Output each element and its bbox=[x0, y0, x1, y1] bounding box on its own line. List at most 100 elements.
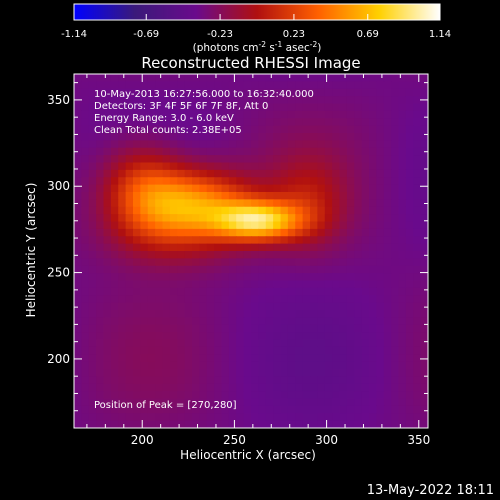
heatmap-pixel bbox=[324, 162, 333, 171]
heatmap-pixel bbox=[295, 369, 304, 377]
heatmap-pixel bbox=[332, 96, 341, 105]
heatmap-pixel bbox=[243, 376, 252, 385]
heatmap-pixel bbox=[273, 162, 282, 171]
heatmap-pixel bbox=[302, 369, 311, 377]
heatmap-pixel bbox=[96, 110, 105, 119]
heatmap-pixel bbox=[214, 346, 223, 355]
heatmap-pixel bbox=[251, 243, 259, 252]
heatmap-pixel bbox=[398, 206, 407, 215]
heatmap-pixel bbox=[391, 228, 400, 237]
heatmap-pixel bbox=[118, 74, 127, 82]
heatmap-pixel bbox=[317, 147, 326, 156]
heatmap-pixel bbox=[310, 147, 318, 156]
heatmap-pixel bbox=[317, 236, 326, 245]
heatmap-pixel bbox=[302, 287, 311, 296]
heatmap-pixel bbox=[310, 420, 318, 428]
heatmap-pixel bbox=[228, 391, 237, 400]
heatmap-pixel bbox=[391, 103, 400, 112]
heatmap-pixel bbox=[287, 346, 296, 355]
heatmap-pixel bbox=[192, 96, 200, 105]
heatmap-pixel bbox=[228, 110, 237, 119]
heatmap-pixel bbox=[420, 324, 428, 333]
heatmap-pixel bbox=[369, 339, 377, 348]
heatmap-pixel bbox=[214, 118, 223, 127]
heatmap-pixel bbox=[88, 317, 97, 326]
heatmap-pixel bbox=[258, 147, 267, 156]
heatmap-pixel bbox=[383, 162, 392, 171]
heatmap-pixel bbox=[221, 184, 230, 193]
heatmap-pixel bbox=[413, 265, 422, 274]
heatmap-pixel bbox=[383, 339, 392, 348]
heatmap-pixel bbox=[295, 354, 304, 363]
heatmap-pixel bbox=[140, 243, 149, 252]
heatmap-pixel bbox=[162, 177, 171, 186]
heatmap-pixel bbox=[346, 317, 355, 326]
heatmap-pixel bbox=[324, 199, 333, 208]
heatmap-pixel bbox=[74, 361, 82, 370]
heatmap-pixel bbox=[405, 258, 414, 267]
heatmap-pixel bbox=[103, 398, 112, 407]
heatmap-pixel bbox=[287, 169, 296, 178]
heatmap-pixel bbox=[287, 243, 296, 252]
heatmap-pixel bbox=[383, 133, 392, 141]
heatmap-pixel bbox=[405, 199, 414, 208]
heatmap-pixel bbox=[346, 103, 355, 112]
heatmap-pixel bbox=[354, 258, 363, 267]
heatmap-pixel bbox=[287, 125, 296, 134]
y-tick-label: 200 bbox=[47, 352, 70, 366]
heatmap-pixel bbox=[310, 243, 318, 252]
heatmap-pixel bbox=[280, 81, 289, 90]
heatmap-pixel bbox=[405, 110, 414, 119]
heatmap-pixel bbox=[324, 295, 333, 304]
heatmap-pixel bbox=[398, 369, 407, 377]
heatmap-pixel bbox=[398, 74, 407, 82]
heatmap-pixel bbox=[280, 398, 289, 407]
heatmap-pixel bbox=[118, 184, 127, 193]
heatmap-pixel bbox=[324, 88, 333, 97]
heatmap-pixel bbox=[103, 265, 112, 274]
heatmap-pixel bbox=[398, 413, 407, 422]
heatmap-pixel bbox=[88, 228, 97, 237]
heatmap-pixel bbox=[405, 177, 414, 186]
heatmap-pixel bbox=[118, 265, 127, 274]
heatmap-pixel bbox=[88, 199, 97, 208]
heatmap-pixel bbox=[317, 346, 326, 355]
heatmap-pixel bbox=[214, 287, 223, 296]
heatmap-pixel bbox=[118, 214, 127, 223]
heatmap-pixel bbox=[96, 346, 105, 355]
heatmap-pixel bbox=[383, 228, 392, 237]
heatmap-pixel bbox=[339, 273, 348, 282]
heatmap-pixel bbox=[140, 125, 149, 134]
heatmap-pixel bbox=[192, 361, 200, 370]
heatmap-pixel bbox=[354, 243, 363, 252]
heatmap-pixel bbox=[184, 413, 193, 422]
heatmap-pixel bbox=[140, 361, 149, 370]
heatmap-pixel bbox=[376, 88, 385, 97]
heatmap-pixel bbox=[118, 96, 127, 105]
heatmap-pixel bbox=[184, 332, 193, 341]
heatmap-pixel bbox=[243, 74, 252, 82]
heatmap-pixel bbox=[324, 96, 333, 105]
heatmap-pixel bbox=[405, 96, 414, 105]
heatmap-pixel bbox=[125, 184, 134, 193]
heatmap-pixel bbox=[295, 118, 304, 127]
heatmap-pixel bbox=[214, 214, 223, 223]
heatmap-pixel bbox=[221, 162, 230, 171]
heatmap-pixel bbox=[169, 287, 178, 296]
heatmap-pixel bbox=[169, 383, 178, 392]
unit-exp-0: -2 bbox=[259, 40, 267, 49]
heatmap-pixel bbox=[287, 251, 296, 259]
heatmap-pixel bbox=[391, 376, 400, 385]
heatmap-pixel bbox=[317, 369, 326, 377]
heatmap-pixel bbox=[221, 258, 230, 267]
heatmap-pixel bbox=[96, 317, 105, 326]
heatmap-pixel bbox=[118, 317, 127, 326]
heatmap-pixel bbox=[221, 88, 230, 97]
heatmap-pixel bbox=[96, 125, 105, 134]
heatmap-pixel bbox=[383, 81, 392, 90]
heatmap-pixel bbox=[81, 265, 90, 274]
heatmap-pixel bbox=[398, 162, 407, 171]
heatmap-pixel bbox=[103, 339, 112, 348]
heatmap-pixel bbox=[221, 405, 230, 414]
heatmap-pixel bbox=[103, 332, 112, 341]
